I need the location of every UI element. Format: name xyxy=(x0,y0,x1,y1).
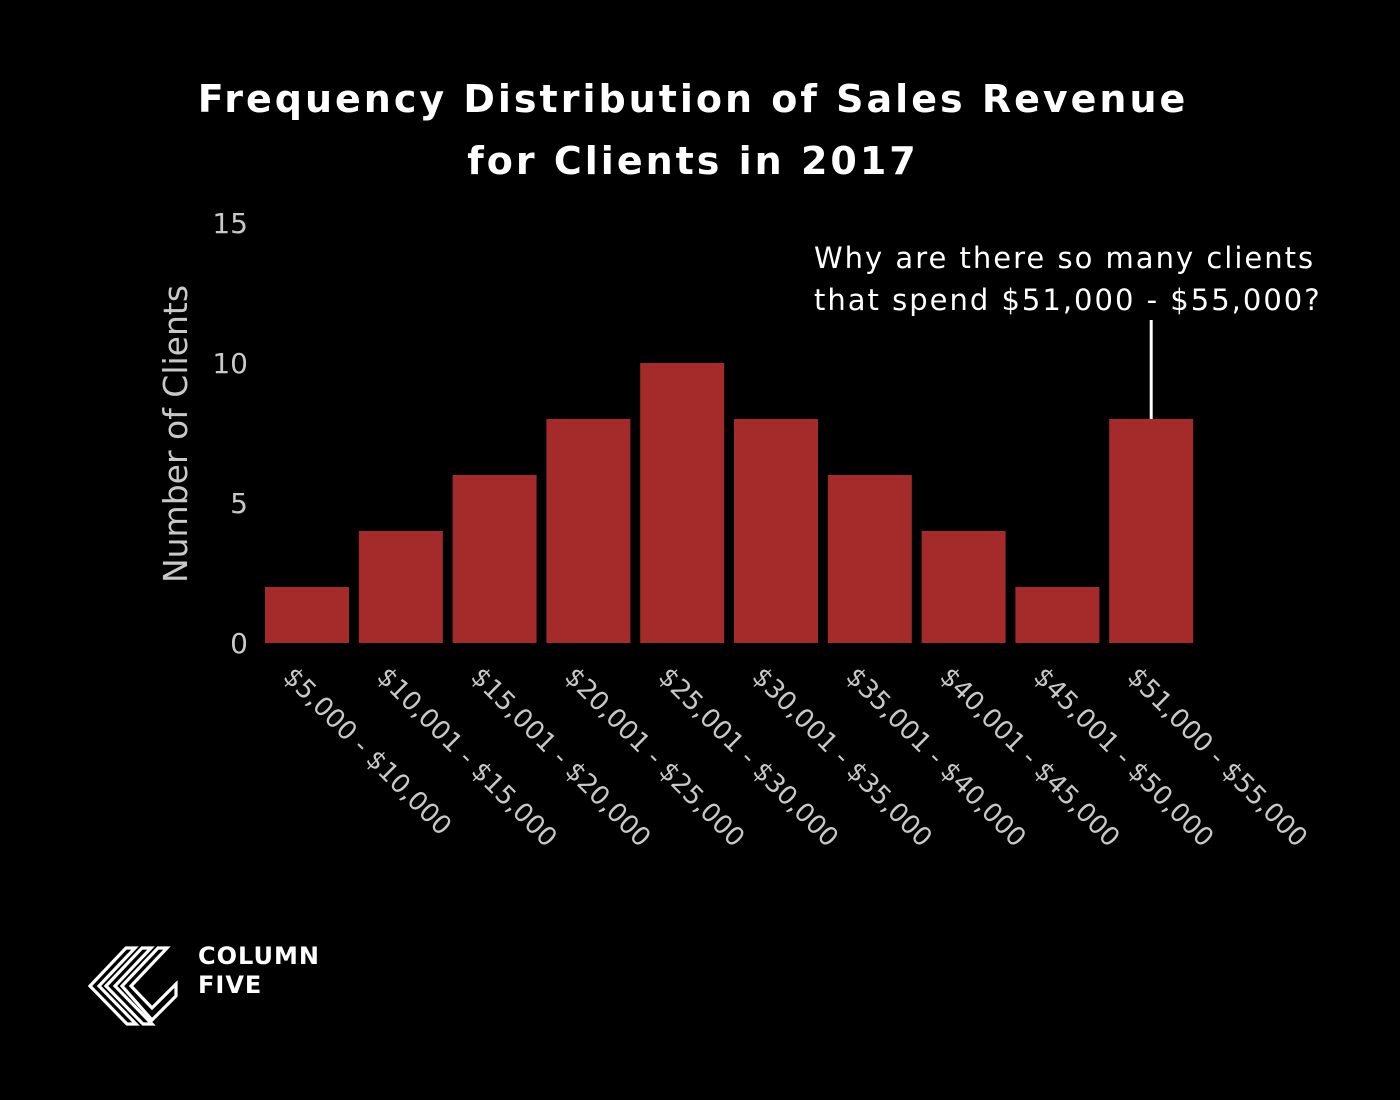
x-tick-label: $45,001 - $50,000 xyxy=(1027,662,1219,854)
bar xyxy=(546,419,631,643)
annotation-text-line-2: that spend $51,000 - $55,000? xyxy=(814,283,1322,317)
bar xyxy=(734,419,818,643)
y-tick-label: 0 xyxy=(230,627,248,660)
x-axis-ticks: $5,000 - $10,000$10,001 - $15,000$15,001… xyxy=(277,662,1313,854)
x-tick-label: $40,001 - $45,000 xyxy=(934,662,1126,854)
x-tick-label: $35,001 - $40,000 xyxy=(840,662,1032,854)
bar xyxy=(358,531,443,643)
bar xyxy=(921,531,1006,643)
bars xyxy=(265,363,1194,643)
column-five-logo-icon xyxy=(87,946,178,1026)
bar xyxy=(1015,587,1100,643)
brand-logo-line-1: COLUMN xyxy=(198,942,320,970)
x-tick-label: $51,000 - $55,000 xyxy=(1121,662,1313,854)
x-tick-label: $30,001 - $35,000 xyxy=(746,662,938,854)
y-axis-ticks: 0 5 10 15 xyxy=(212,207,248,660)
x-tick-label: $10,001 - $15,000 xyxy=(371,662,563,854)
brand-logo-text: COLUMN FIVE xyxy=(198,942,320,1000)
y-axis-label: Number of Clients xyxy=(156,285,195,583)
y-tick-label: 15 xyxy=(212,207,248,240)
bar xyxy=(1109,419,1194,643)
x-tick-label: $25,001 - $30,000 xyxy=(652,662,844,854)
chart-title-line-2: for Clients in 2017 xyxy=(467,139,919,183)
bar xyxy=(452,475,537,643)
chart-title: Frequency Distribution of Sales Revenue … xyxy=(0,68,1386,192)
bar xyxy=(265,587,349,643)
x-tick-label: $15,001 - $20,000 xyxy=(465,662,657,854)
chart-title-line-1: Frequency Distribution of Sales Revenue xyxy=(197,77,1189,121)
annotation: Why are there so many clients that spend… xyxy=(814,241,1322,419)
bar-chart: Number of Clients 0 5 10 15 $5,000 - $10,00… xyxy=(156,207,1322,854)
bar xyxy=(827,475,912,643)
x-tick-label: $5,000 - $10,000 xyxy=(277,662,457,842)
bar xyxy=(640,363,725,643)
y-tick-label: 10 xyxy=(212,347,248,380)
annotation-text-line-1: Why are there so many clients xyxy=(814,241,1315,275)
x-tick-label: $20,001 - $25,000 xyxy=(558,662,750,854)
brand-logo-line-2: FIVE xyxy=(198,971,263,999)
y-tick-label: 5 xyxy=(230,487,248,520)
